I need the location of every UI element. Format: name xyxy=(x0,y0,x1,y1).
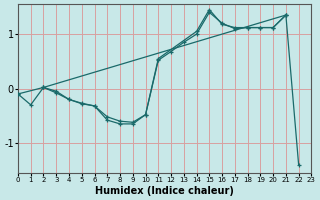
X-axis label: Humidex (Indice chaleur): Humidex (Indice chaleur) xyxy=(95,186,234,196)
